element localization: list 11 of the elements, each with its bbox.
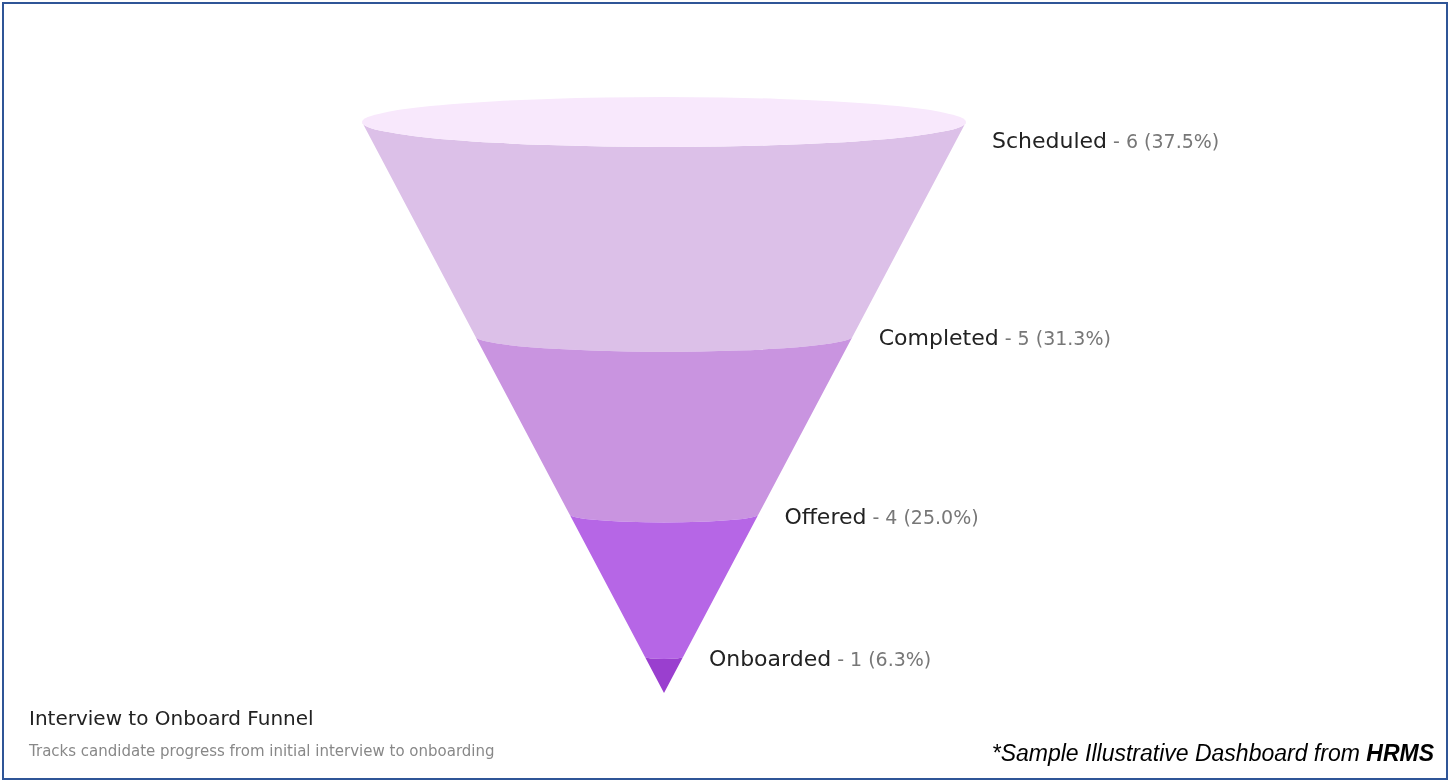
category-label: Completed - [878, 325, 1012, 351]
data-label: 4 (25.0%) [885, 505, 979, 528]
category-label: Offered - [784, 503, 880, 529]
data-label: 1 (6.3%) [850, 647, 932, 670]
category-label: Scheduled - [992, 128, 1120, 153]
data-label: 6 (37.5%) [1125, 129, 1220, 152]
text: *Sample Illustrative Dashboard from HRMS [991, 740, 1434, 767]
text: Tracks candidate progress from initial interview to onboarding [29, 742, 495, 760]
category-label: Onboarded - [708, 646, 845, 672]
data-label: 5 (31.3%) [1017, 326, 1111, 349]
text: Interview to Onboard Funnel [29, 706, 314, 730]
